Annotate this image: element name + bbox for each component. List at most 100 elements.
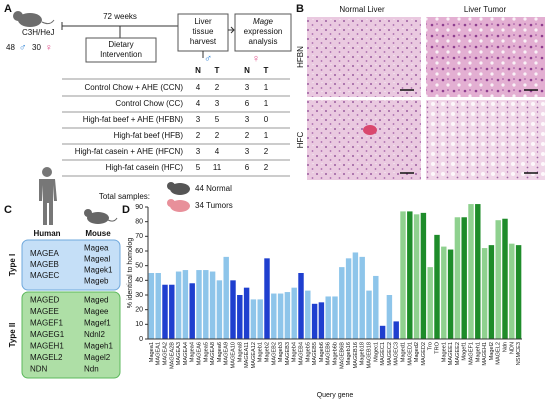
strain: C3H/HeJ bbox=[22, 28, 54, 37]
count: 2 bbox=[264, 147, 269, 156]
x-tick-label: Mageb4 bbox=[292, 342, 298, 362]
human-icon bbox=[39, 167, 57, 225]
mouse-icon bbox=[84, 209, 118, 224]
bar bbox=[515, 245, 522, 339]
tumor-icon bbox=[167, 199, 175, 207]
panel-d: D % identical to homolog Query gene 0 10 2… bbox=[122, 204, 522, 399]
x-axis-label: Query gene bbox=[317, 392, 354, 399]
histology-image bbox=[426, 100, 545, 180]
count: 4 bbox=[196, 83, 201, 92]
bar bbox=[271, 293, 277, 339]
y-tick-label: 20 bbox=[135, 307, 143, 314]
bar bbox=[400, 211, 406, 339]
bar bbox=[379, 325, 386, 339]
bar bbox=[495, 220, 501, 339]
bar bbox=[413, 214, 420, 339]
bar bbox=[257, 299, 263, 339]
x-tick-label: Maged2 bbox=[414, 342, 420, 362]
total-label: Total samples: bbox=[99, 192, 150, 201]
x-tick-label: Mageb1 bbox=[258, 342, 264, 362]
duration: 72 weeks bbox=[103, 12, 137, 21]
x-tick-label: Maged1 bbox=[400, 342, 406, 362]
bar bbox=[284, 292, 291, 339]
male-symbol: ♂ bbox=[19, 43, 27, 54]
mouse-tail bbox=[41, 19, 55, 25]
bar bbox=[169, 284, 175, 339]
diet-box-text: Dietary bbox=[108, 40, 133, 49]
bar bbox=[407, 211, 413, 339]
panel-label: B bbox=[296, 3, 304, 15]
x-tick-label: Mageb18 bbox=[360, 342, 366, 365]
x-tick-label: Mageb2 bbox=[264, 342, 270, 362]
type-i-box bbox=[21, 239, 121, 291]
bar bbox=[216, 280, 223, 339]
x-tick-label: MAGEB3 bbox=[285, 342, 291, 365]
x-tick-label: MAGEA10 bbox=[230, 342, 236, 368]
count: 3 bbox=[245, 83, 250, 92]
female-symbol: ♀ bbox=[45, 43, 53, 54]
bar bbox=[305, 290, 311, 339]
mouse-gene: Mageb bbox=[84, 277, 109, 286]
y-tick-label: 90 bbox=[135, 204, 143, 211]
histology-image bbox=[307, 100, 421, 180]
human-gene: MAGEH1 bbox=[30, 342, 64, 351]
count: 2 bbox=[215, 83, 220, 92]
panel-a: A C3H/HeJ 48 ♂ 30 ♀ 72 weeks Dietary Int… bbox=[4, 3, 292, 212]
bar bbox=[481, 248, 488, 339]
x-tick-label: Magea6 bbox=[217, 342, 223, 362]
column-header: N bbox=[244, 66, 250, 75]
x-tick-label: MAGEA2B bbox=[169, 342, 175, 369]
column-header: T bbox=[264, 66, 269, 75]
tumor-count: 34 Tumors bbox=[195, 201, 233, 210]
bar bbox=[345, 258, 352, 339]
mouse-gene: Maged bbox=[84, 296, 108, 305]
arrow bbox=[228, 26, 235, 34]
bar bbox=[311, 303, 318, 339]
y-tick-label: 40 bbox=[135, 277, 143, 284]
y-tick-label: 10 bbox=[135, 321, 143, 328]
normal-count: 44 Normal bbox=[195, 184, 232, 193]
human-gene: MAGEF1 bbox=[30, 319, 63, 328]
bar bbox=[359, 256, 365, 339]
x-tick-label: MAGEB18 bbox=[366, 342, 372, 368]
x-tick-label: MAGEE2 bbox=[455, 342, 461, 365]
row-name: High-fat beef + AHE (HFBN) bbox=[83, 115, 184, 124]
row-label: HFC bbox=[296, 132, 305, 149]
diet-box-text: Intervention bbox=[100, 50, 142, 59]
bar bbox=[250, 299, 257, 339]
x-tick-label: MAGEA3 bbox=[176, 342, 182, 365]
histology-image bbox=[426, 17, 545, 97]
bar bbox=[243, 287, 250, 339]
human-gene: MAGED bbox=[30, 296, 60, 305]
x-tick-label: MAGEA6 bbox=[196, 342, 202, 365]
bar bbox=[468, 204, 474, 339]
harvest-text: Liver bbox=[194, 17, 212, 26]
row-name: High-fat beef (HFB) bbox=[114, 131, 184, 140]
x-tick-label: MAGEA1 bbox=[156, 342, 162, 365]
x-tick-label: MAGEA2 bbox=[162, 342, 168, 365]
human-gene: MAGEC bbox=[30, 271, 60, 280]
human-gene: MAGEB bbox=[30, 260, 59, 269]
harvest-box bbox=[177, 13, 229, 52]
mouse-gene: Magef1 bbox=[84, 319, 111, 328]
mouse-gene: Mageal bbox=[84, 255, 110, 264]
y-tick-label: 50 bbox=[135, 263, 143, 270]
row-name: Control Chow + AHE (CCN) bbox=[85, 83, 184, 92]
bar bbox=[339, 267, 345, 339]
normal-icon bbox=[167, 182, 175, 190]
x-tick-label: MAGEC1 bbox=[380, 342, 386, 366]
mouse-icon bbox=[13, 11, 23, 21]
count: 4 bbox=[196, 99, 201, 108]
bar bbox=[434, 234, 440, 339]
bar bbox=[366, 290, 372, 339]
male-count: 48 bbox=[6, 43, 15, 52]
x-tick-label: Tro bbox=[428, 342, 434, 350]
bar bbox=[373, 275, 379, 339]
x-tick-label: Magea8 bbox=[237, 342, 243, 362]
row-name: High-fat casein + AHE (HFCN) bbox=[75, 147, 184, 156]
bar bbox=[420, 212, 427, 339]
row-label: HFBN bbox=[296, 46, 305, 68]
bar bbox=[393, 321, 399, 339]
count: 4 bbox=[215, 147, 220, 156]
